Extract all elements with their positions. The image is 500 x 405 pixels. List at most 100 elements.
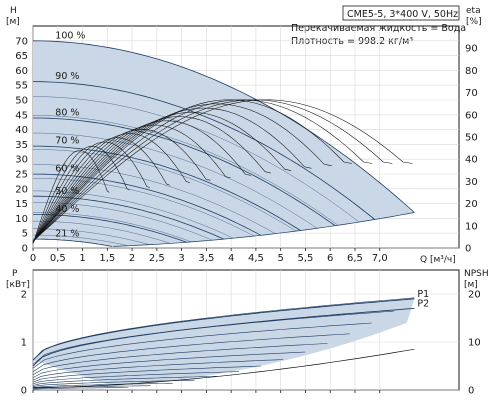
efficiency-curve (32, 137, 170, 244)
power-y-tick-label: 1 (21, 338, 27, 349)
npsh-curve (32, 348, 415, 388)
head-y-tick-label: 35 (15, 140, 28, 151)
head-y-tick-label: 45 (15, 110, 28, 121)
head-y-tick-label: 50 (15, 96, 28, 107)
head-x-tick-label: 2 (129, 253, 135, 264)
head-x-tick-label: 5,5 (297, 253, 313, 264)
speed-curve (32, 81, 376, 220)
liquid-text: Перекачиваемая жидкость = Вода (291, 23, 466, 34)
speed-curve-label: 90 % (55, 71, 79, 82)
eta-y-tick-label: 50 (465, 133, 478, 144)
power-series-label: P2 (417, 298, 429, 309)
efficiency-curve (32, 99, 393, 242)
efficiency-curve (32, 150, 110, 244)
power-curve (32, 365, 262, 383)
speed-curve-intermediate (32, 178, 255, 237)
power-curve (32, 371, 240, 385)
power-curve (32, 343, 328, 376)
efficiency-curve (32, 99, 373, 242)
power-curve (32, 322, 372, 369)
speed-curve-label: 100 % (55, 30, 85, 41)
head-y-tick-label: 60 (15, 66, 28, 77)
power-y-tick-label: 0 (21, 386, 27, 397)
operating-envelope (33, 40, 415, 247)
model-box (342, 5, 460, 21)
head-x-tick-label: 4,5 (248, 253, 264, 264)
head-y-tick-label: 20 (15, 184, 28, 195)
npsh-y-tick-label: 10 (468, 338, 481, 349)
head-x-tick-label: 1,5 (99, 253, 115, 264)
speed-curve-intermediate (32, 201, 213, 241)
speed-curve-label: 50 % (55, 186, 79, 197)
head-x-tick-label: 2,5 (149, 253, 165, 264)
power-curve (32, 359, 284, 381)
power-curve (32, 383, 173, 389)
eta-y-tick-label: 80 (465, 66, 478, 77)
speed-curve-intermediate (32, 132, 318, 229)
efficiency-curve (32, 129, 211, 243)
eta-y-tick-label: 20 (465, 199, 478, 210)
eta-y-tick-label: 0 (465, 244, 471, 255)
head-x-tick-label: 0,5 (50, 253, 66, 264)
chart-marks: 100 % 90 % 80 % 70 % 60 % 50 % 40 % 21 % 0 0,5 1 1,… (15, 26, 481, 397)
speed-curve-intermediate (33, 149, 297, 232)
head-x-tick-label: 3,5 (198, 253, 214, 264)
power-series-p1 (32, 298, 415, 361)
head-x-tick-label: 7,0 (372, 253, 388, 264)
speed-curve-label: 80 % (55, 108, 79, 119)
speed-curve-intermediate (33, 164, 276, 234)
speed-curve-intermediate (33, 212, 192, 243)
efficiency-curve (32, 124, 231, 243)
head-axis-label-h: H (10, 6, 17, 16)
envelope-end-curve (113, 212, 415, 247)
head-x-tick-label: 6 (327, 253, 333, 264)
speed-curve (33, 195, 224, 240)
speed-curve (33, 238, 113, 247)
head-x-tick-label: 3 (178, 253, 184, 264)
head-y-tick-label: 55 (15, 81, 28, 92)
efficiency-curve (32, 141, 150, 244)
speed-curve-intermediate (33, 234, 129, 247)
npsh-axis-label: NPSH (464, 269, 489, 279)
speed-curve-intermediate (33, 228, 150, 245)
efficiency-curve (32, 99, 413, 242)
eta-y-tick-label: 90 (465, 44, 478, 55)
head-y-tick-label: 10 (15, 214, 28, 225)
head-x-tick-label: 6,5 (347, 253, 363, 264)
speed-curve-label: 40 % (55, 204, 79, 215)
efficiency-curve (32, 116, 272, 243)
head-x-tick-label: 0 (30, 253, 36, 264)
speed-curve-intermediate (32, 115, 339, 226)
speed-curve (33, 145, 301, 231)
speed-curve (32, 40, 415, 213)
eta-axis-label: eta (466, 6, 481, 16)
eta-y-tick-label: 70 (465, 88, 478, 99)
npsh-y-tick-label: 0 (468, 386, 474, 397)
efficiency-curve (32, 99, 352, 242)
power-axis-unit: [кВт] (6, 280, 30, 290)
power-curve (32, 333, 350, 372)
eta-y-tick-label: 30 (465, 177, 478, 188)
power-curve (32, 297, 415, 361)
power-axis-label: P (12, 269, 18, 279)
npsh-axis-unit: [м] (464, 280, 478, 290)
power-curve (32, 376, 217, 386)
speed-curve (33, 117, 336, 227)
head-x-tick-label: 1 (79, 253, 85, 264)
head-x-tick-label: 5 (277, 253, 283, 264)
head-y-tick-label: 5 (22, 229, 28, 240)
head-y-tick-label: 65 (15, 51, 28, 62)
head-y-tick-label: 15 (15, 199, 28, 210)
npsh-y-tick-label: 20 (468, 290, 481, 301)
efficiency-curve (32, 133, 191, 243)
head-y-tick-label: 70 (15, 36, 28, 47)
power-curve (32, 387, 129, 390)
speed-curve-label: 70 % (55, 136, 79, 147)
eta-y-tick-label: 40 (465, 155, 478, 166)
power-curve (32, 351, 306, 378)
head-y-tick-label: 30 (15, 155, 28, 166)
efficiency-curve (32, 112, 292, 243)
head-axis-label-unit: [м] (6, 17, 20, 27)
head-y-tick-label: 25 (15, 170, 28, 181)
